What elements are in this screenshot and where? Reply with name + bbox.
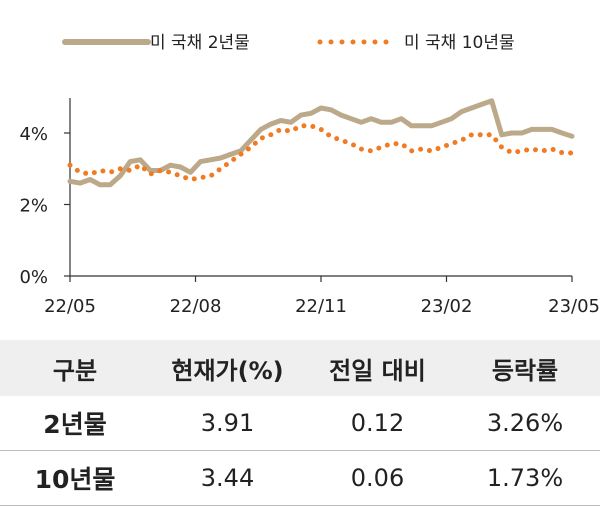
change-rate-cell: 1.73%: [450, 450, 600, 506]
daily-change-cell: 0.12: [305, 396, 450, 451]
x-tick-label: 23/05: [548, 296, 600, 317]
yield-table: 구분 현재가(%) 전일 대비 등락률 2년물 3.91 0.12 3.26% …: [0, 340, 600, 506]
table-row: 2년물 3.91 0.12 3.26%: [0, 396, 600, 451]
header-category: 구분: [0, 340, 150, 396]
x-tick-label: 22/08: [170, 296, 222, 317]
y-tick-label: 4%: [19, 124, 48, 145]
yield-line-chart: 미 국채 2년물 미 국채 10년물 0% 2% 4% 22/05 22/08 22/1…: [19, 33, 600, 317]
series-line-2y: [67, 98, 575, 188]
header-current-price: 현재가(%): [150, 340, 305, 396]
y-tick-label: 0%: [19, 267, 48, 288]
header-change-rate: 등락률: [450, 340, 600, 396]
table-header-row: 구분 현재가(%) 전일 대비 등락률: [0, 340, 600, 396]
header-daily-change: 전일 대비: [305, 340, 450, 396]
x-axis-ticks: 22/05 22/08 22/11 23/02 23/05: [44, 276, 600, 317]
x-tick-label: 23/02: [421, 296, 473, 317]
legend-label-10y: 미 국채 10년물: [404, 33, 515, 53]
daily-change-cell: 0.06: [305, 450, 450, 506]
legend-label-2y: 미 국채 2년물: [150, 33, 250, 53]
chart-legend: 미 국채 2년물 미 국채 10년물: [62, 33, 515, 53]
series-line-10y: [67, 123, 575, 183]
row-label: 2년물: [0, 396, 150, 451]
current-price-cell: 3.44: [150, 450, 305, 506]
row-label: 10년물: [0, 450, 150, 506]
current-price-cell: 3.91: [150, 396, 305, 451]
y-tick-label: 2%: [19, 196, 48, 217]
x-tick-label: 22/05: [44, 296, 96, 317]
table-row: 10년물 3.44 0.06 1.73%: [0, 450, 600, 506]
x-tick-label: 22/11: [295, 296, 347, 317]
y-axis-ticks: 0% 2% 4%: [19, 124, 70, 288]
change-rate-cell: 3.26%: [450, 396, 600, 451]
